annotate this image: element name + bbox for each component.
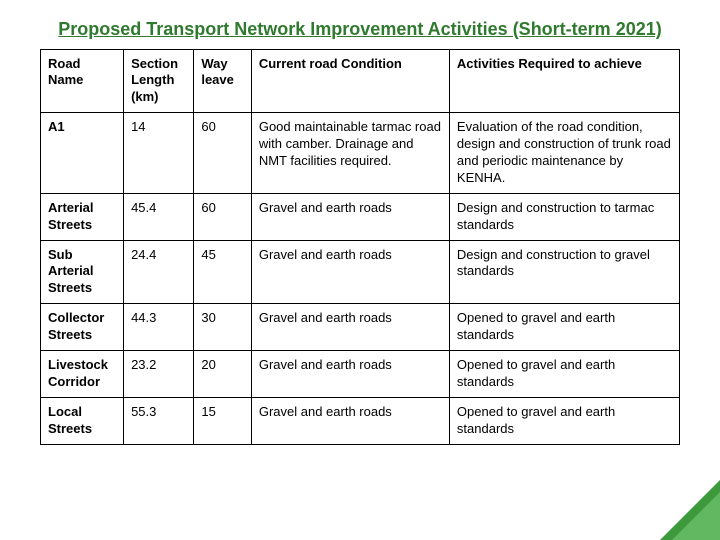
cell-3-2: 30: [194, 304, 252, 351]
cell-1-2: 60: [194, 193, 252, 240]
cell-2-3: Gravel and earth roads: [251, 240, 449, 304]
col-header-2: Way leave: [194, 49, 252, 113]
cell-4-3: Gravel and earth roads: [251, 350, 449, 397]
cell-1-3: Gravel and earth roads: [251, 193, 449, 240]
cell-5-0: Local Streets: [41, 397, 124, 444]
cell-2-1: 24.4: [124, 240, 194, 304]
col-header-3: Current road Condition: [251, 49, 449, 113]
table-container: Road NameSection Length (km)Way leaveCur…: [0, 49, 720, 445]
table-row: Local Streets55.315Gravel and earth road…: [41, 397, 680, 444]
cell-2-2: 45: [194, 240, 252, 304]
cell-3-0: Collector Streets: [41, 304, 124, 351]
cell-0-1: 14: [124, 113, 194, 194]
table-row: Arterial Streets45.460Gravel and earth r…: [41, 193, 680, 240]
col-header-1: Section Length (km): [124, 49, 194, 113]
cell-5-3: Gravel and earth roads: [251, 397, 449, 444]
cell-5-4: Opened to gravel and earth standards: [449, 397, 679, 444]
cell-4-0: Livestock Corridor: [41, 350, 124, 397]
table-row: Livestock Corridor23.220Gravel and earth…: [41, 350, 680, 397]
cell-3-4: Opened to gravel and earth standards: [449, 304, 679, 351]
cell-3-1: 44.3: [124, 304, 194, 351]
cell-0-3: Good maintainable tarmac road with cambe…: [251, 113, 449, 194]
cell-4-2: 20: [194, 350, 252, 397]
cell-5-1: 55.3: [124, 397, 194, 444]
page-title: Proposed Transport Network Improvement A…: [0, 0, 720, 49]
cell-1-0: Arterial Streets: [41, 193, 124, 240]
cell-1-4: Design and construction to tarmac standa…: [449, 193, 679, 240]
col-header-0: Road Name: [41, 49, 124, 113]
cell-2-4: Design and construction to gravel standa…: [449, 240, 679, 304]
table-row: Collector Streets44.330Gravel and earth …: [41, 304, 680, 351]
cell-3-3: Gravel and earth roads: [251, 304, 449, 351]
table-header-row: Road NameSection Length (km)Way leaveCur…: [41, 49, 680, 113]
cell-0-2: 60: [194, 113, 252, 194]
table-row: Sub Arterial Streets24.445Gravel and ear…: [41, 240, 680, 304]
cell-2-0: Sub Arterial Streets: [41, 240, 124, 304]
cell-0-4: Evaluation of the road condition, design…: [449, 113, 679, 194]
cell-0-0: A1: [41, 113, 124, 194]
cell-5-2: 15: [194, 397, 252, 444]
table-body: A11460 Good maintainable tarmac road wit…: [41, 113, 680, 444]
corner-decoration-inner: [672, 492, 720, 540]
cell-1-1: 45.4: [124, 193, 194, 240]
cell-4-1: 23.2: [124, 350, 194, 397]
table-row: A11460 Good maintainable tarmac road wit…: [41, 113, 680, 194]
cell-4-4: Opened to gravel and earth standards: [449, 350, 679, 397]
col-header-4: Activities Required to achieve: [449, 49, 679, 113]
transport-table: Road NameSection Length (km)Way leaveCur…: [40, 49, 680, 445]
